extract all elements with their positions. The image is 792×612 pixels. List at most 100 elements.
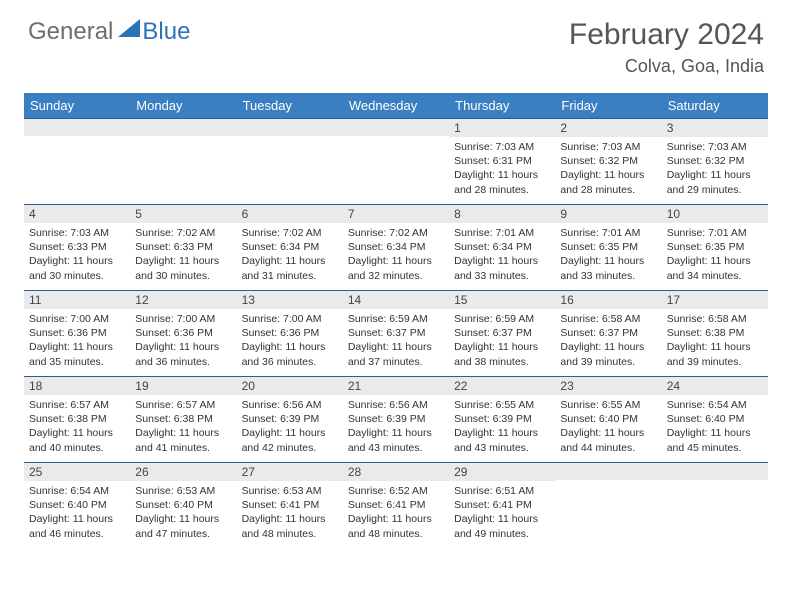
weekday-header: Tuesday — [237, 93, 343, 119]
day-details: Sunrise: 6:58 AMSunset: 6:38 PMDaylight:… — [662, 309, 768, 373]
daylight-text: Daylight: 11 hours and 39 minutes. — [560, 340, 656, 368]
location-text: Colva, Goa, India — [569, 56, 764, 77]
sunset-text: Sunset: 6:38 PM — [667, 326, 763, 340]
day-details: Sunrise: 6:55 AMSunset: 6:39 PMDaylight:… — [449, 395, 555, 459]
daylight-text: Daylight: 11 hours and 47 minutes. — [135, 512, 231, 540]
day-number: 4 — [24, 205, 130, 223]
sunrise-text: Sunrise: 6:54 AM — [29, 484, 125, 498]
sunrise-text: Sunrise: 6:55 AM — [560, 398, 656, 412]
calendar-cell — [24, 119, 130, 205]
calendar-cell: 25Sunrise: 6:54 AMSunset: 6:40 PMDayligh… — [24, 463, 130, 549]
day-number: 2 — [555, 119, 661, 137]
day-details: Sunrise: 6:56 AMSunset: 6:39 PMDaylight:… — [343, 395, 449, 459]
sunset-text: Sunset: 6:36 PM — [29, 326, 125, 340]
calendar-week-row: 11Sunrise: 7:00 AMSunset: 6:36 PMDayligh… — [24, 291, 768, 377]
daylight-text: Daylight: 11 hours and 31 minutes. — [242, 254, 338, 282]
day-number: 12 — [130, 291, 236, 309]
calendar-cell: 2Sunrise: 7:03 AMSunset: 6:32 PMDaylight… — [555, 119, 661, 205]
day-number: 10 — [662, 205, 768, 223]
calendar-cell: 27Sunrise: 6:53 AMSunset: 6:41 PMDayligh… — [237, 463, 343, 549]
day-number: 13 — [237, 291, 343, 309]
day-number: 18 — [24, 377, 130, 395]
day-number: 9 — [555, 205, 661, 223]
sunrise-text: Sunrise: 6:53 AM — [242, 484, 338, 498]
daylight-text: Daylight: 11 hours and 36 minutes. — [135, 340, 231, 368]
daylight-text: Daylight: 11 hours and 33 minutes. — [560, 254, 656, 282]
sunrise-text: Sunrise: 6:56 AM — [348, 398, 444, 412]
day-details: Sunrise: 7:00 AMSunset: 6:36 PMDaylight:… — [237, 309, 343, 373]
sunset-text: Sunset: 6:34 PM — [242, 240, 338, 254]
calendar-cell — [237, 119, 343, 205]
day-details: Sunrise: 7:02 AMSunset: 6:33 PMDaylight:… — [130, 223, 236, 287]
sunrise-text: Sunrise: 6:51 AM — [454, 484, 550, 498]
day-details: Sunrise: 6:59 AMSunset: 6:37 PMDaylight:… — [343, 309, 449, 373]
day-number: 22 — [449, 377, 555, 395]
day-details: Sunrise: 7:02 AMSunset: 6:34 PMDaylight:… — [237, 223, 343, 287]
sunset-text: Sunset: 6:32 PM — [667, 154, 763, 168]
day-details: Sunrise: 7:03 AMSunset: 6:32 PMDaylight:… — [555, 137, 661, 201]
sunset-text: Sunset: 6:40 PM — [29, 498, 125, 512]
calendar-cell: 14Sunrise: 6:59 AMSunset: 6:37 PMDayligh… — [343, 291, 449, 377]
day-number: 24 — [662, 377, 768, 395]
sunrise-text: Sunrise: 7:01 AM — [454, 226, 550, 240]
daylight-text: Daylight: 11 hours and 30 minutes. — [135, 254, 231, 282]
day-details: Sunrise: 6:53 AMSunset: 6:41 PMDaylight:… — [237, 481, 343, 545]
calendar-cell: 5Sunrise: 7:02 AMSunset: 6:33 PMDaylight… — [130, 205, 236, 291]
day-number: 23 — [555, 377, 661, 395]
day-number: 15 — [449, 291, 555, 309]
calendar-cell: 9Sunrise: 7:01 AMSunset: 6:35 PMDaylight… — [555, 205, 661, 291]
day-number: 21 — [343, 377, 449, 395]
calendar-cell: 15Sunrise: 6:59 AMSunset: 6:37 PMDayligh… — [449, 291, 555, 377]
day-number: 3 — [662, 119, 768, 137]
sunset-text: Sunset: 6:40 PM — [667, 412, 763, 426]
calendar-cell: 20Sunrise: 6:56 AMSunset: 6:39 PMDayligh… — [237, 377, 343, 463]
sunset-text: Sunset: 6:35 PM — [667, 240, 763, 254]
daylight-text: Daylight: 11 hours and 40 minutes. — [29, 426, 125, 454]
sunset-text: Sunset: 6:34 PM — [348, 240, 444, 254]
sunset-text: Sunset: 6:38 PM — [29, 412, 125, 426]
calendar-week-row: 25Sunrise: 6:54 AMSunset: 6:40 PMDayligh… — [24, 463, 768, 549]
day-number: 7 — [343, 205, 449, 223]
day-details: Sunrise: 7:00 AMSunset: 6:36 PMDaylight:… — [130, 309, 236, 373]
day-details: Sunrise: 6:57 AMSunset: 6:38 PMDaylight:… — [24, 395, 130, 459]
day-details: Sunrise: 7:00 AMSunset: 6:36 PMDaylight:… — [24, 309, 130, 373]
daylight-text: Daylight: 11 hours and 33 minutes. — [454, 254, 550, 282]
daylight-text: Daylight: 11 hours and 34 minutes. — [667, 254, 763, 282]
calendar-cell: 23Sunrise: 6:55 AMSunset: 6:40 PMDayligh… — [555, 377, 661, 463]
sunrise-text: Sunrise: 6:54 AM — [667, 398, 763, 412]
weekday-header: Saturday — [662, 93, 768, 119]
calendar-cell: 17Sunrise: 6:58 AMSunset: 6:38 PMDayligh… — [662, 291, 768, 377]
sunset-text: Sunset: 6:39 PM — [242, 412, 338, 426]
day-number: 1 — [449, 119, 555, 137]
day-number: 11 — [24, 291, 130, 309]
daylight-text: Daylight: 11 hours and 49 minutes. — [454, 512, 550, 540]
calendar-cell: 8Sunrise: 7:01 AMSunset: 6:34 PMDaylight… — [449, 205, 555, 291]
day-number: 26 — [130, 463, 236, 481]
day-number: 20 — [237, 377, 343, 395]
daylight-text: Daylight: 11 hours and 30 minutes. — [29, 254, 125, 282]
day-details: Sunrise: 7:01 AMSunset: 6:34 PMDaylight:… — [449, 223, 555, 287]
day-details: Sunrise: 7:03 AMSunset: 6:33 PMDaylight:… — [24, 223, 130, 287]
daylight-text: Daylight: 11 hours and 39 minutes. — [667, 340, 763, 368]
month-title: February 2024 — [569, 18, 764, 52]
day-details: Sunrise: 7:01 AMSunset: 6:35 PMDaylight:… — [555, 223, 661, 287]
calendar-cell: 6Sunrise: 7:02 AMSunset: 6:34 PMDaylight… — [237, 205, 343, 291]
weekday-header: Sunday — [24, 93, 130, 119]
calendar-cell: 22Sunrise: 6:55 AMSunset: 6:39 PMDayligh… — [449, 377, 555, 463]
day-details: Sunrise: 6:54 AMSunset: 6:40 PMDaylight:… — [24, 481, 130, 545]
day-details: Sunrise: 7:01 AMSunset: 6:35 PMDaylight:… — [662, 223, 768, 287]
calendar-week-row: 1Sunrise: 7:03 AMSunset: 6:31 PMDaylight… — [24, 119, 768, 205]
sunrise-text: Sunrise: 7:03 AM — [667, 140, 763, 154]
daylight-text: Daylight: 11 hours and 36 minutes. — [242, 340, 338, 368]
calendar-cell: 18Sunrise: 6:57 AMSunset: 6:38 PMDayligh… — [24, 377, 130, 463]
daylight-text: Daylight: 11 hours and 28 minutes. — [454, 168, 550, 196]
sunrise-text: Sunrise: 6:57 AM — [29, 398, 125, 412]
daylight-text: Daylight: 11 hours and 35 minutes. — [29, 340, 125, 368]
day-details: Sunrise: 6:57 AMSunset: 6:38 PMDaylight:… — [130, 395, 236, 459]
logo-triangle-icon — [118, 19, 140, 42]
daylight-text: Daylight: 11 hours and 28 minutes. — [560, 168, 656, 196]
sunset-text: Sunset: 6:39 PM — [454, 412, 550, 426]
calendar-cell: 12Sunrise: 7:00 AMSunset: 6:36 PMDayligh… — [130, 291, 236, 377]
day-number: 28 — [343, 463, 449, 481]
sunrise-text: Sunrise: 7:03 AM — [29, 226, 125, 240]
